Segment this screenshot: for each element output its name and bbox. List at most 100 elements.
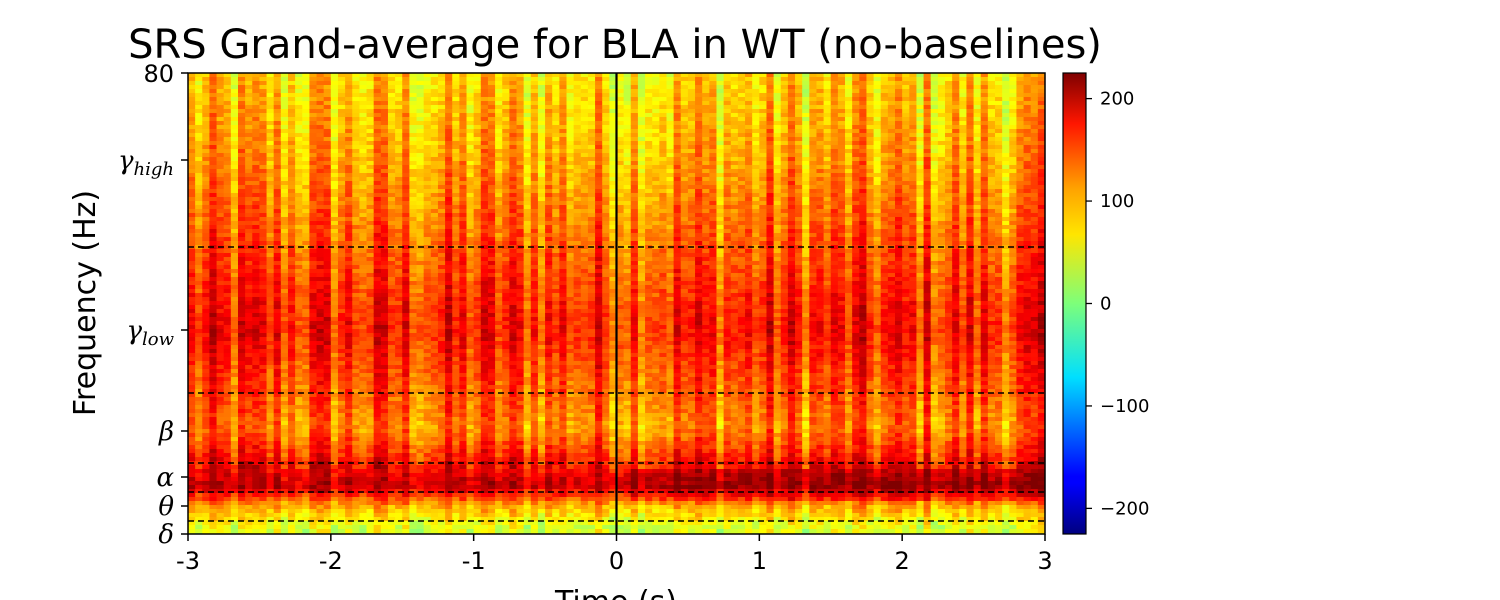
heatmap-cell [445,529,453,534]
heatmap-cell [445,113,453,118]
heatmap-cell [309,401,318,406]
heatmap-cell [252,489,261,494]
heatmap-cell [395,109,403,114]
heatmap-cell [323,529,332,534]
heatmap-cell [459,97,468,102]
heatmap-cell [195,513,203,518]
heatmap-cell [237,401,246,406]
heatmap-cell [387,285,396,290]
heatmap-cell [373,129,382,134]
heatmap-cell [266,409,275,414]
heatmap-cell [287,153,296,158]
heatmap-cell [237,165,246,170]
heatmap-cell [437,429,446,434]
heatmap-cell [487,165,496,170]
heatmap-cell [366,169,375,174]
heatmap-cell [202,337,211,342]
heatmap-cell [480,425,489,430]
heatmap-cell [359,89,368,94]
heatmap-cell [459,145,468,150]
heatmap-cell [323,521,332,526]
heatmap-cell [223,465,232,470]
heatmap-cell [323,489,332,494]
heatmap-cell [330,465,339,470]
heatmap-cell [323,325,332,330]
heatmap-cell [395,133,403,138]
heatmap-cell [487,369,496,374]
heatmap-cell [280,289,289,294]
heatmap-cell [202,469,211,474]
heatmap-cell [473,357,482,362]
heatmap-cell [202,253,211,258]
heatmap-cell [459,105,468,110]
heatmap-cell [387,221,396,226]
heatmap-cell [466,477,475,482]
heatmap-cell [316,73,325,78]
heatmap-cell [380,441,389,446]
heatmap-cell [352,329,360,334]
heatmap-cell [480,193,489,198]
heatmap-cell [480,213,489,218]
heatmap-cell [373,73,382,78]
heatmap-cell [216,149,225,154]
heatmap-cell [309,145,318,150]
heatmap-cell [459,501,468,506]
heatmap-cell [423,173,432,178]
heatmap-cell [437,125,446,130]
heatmap-cell [445,397,453,402]
heatmap-cell [209,193,218,198]
heatmap-cell [223,97,232,102]
heatmap-cell [402,77,410,82]
heatmap-cell [466,497,475,502]
heatmap-cell [273,233,282,238]
heatmap-cell [330,369,339,374]
heatmap-cell [216,309,225,314]
heatmap-cell [402,309,410,314]
heatmap-cell [452,121,460,126]
heatmap-cell [273,177,282,182]
heatmap-cell [480,121,489,126]
heatmap-cell [387,521,396,526]
heatmap-cell [302,257,311,262]
heatmap-cell [423,85,432,90]
heatmap-cell [437,217,446,222]
heatmap-cell [223,89,232,94]
heatmap-cell [337,365,346,370]
heatmap-cell [273,301,282,306]
heatmap-cell [380,289,389,294]
heatmap-cell [452,281,460,286]
heatmap-cell [473,421,482,426]
heatmap-cell [395,89,403,94]
heatmap-cell [216,353,225,358]
heatmap-cell [380,205,389,210]
heatmap-cell [280,413,289,418]
heatmap-cell [409,357,418,362]
heatmap-cell [466,221,475,226]
heatmap-cell [273,189,282,194]
heatmap-cell [188,233,196,238]
heatmap-cell [430,457,439,462]
heatmap-cell [266,85,275,90]
heatmap-cell [330,197,339,202]
heatmap-cell [259,453,268,458]
heatmap-cell [395,385,403,390]
heatmap-cell [366,213,375,218]
heatmap-cell [452,129,460,134]
heatmap-cell [252,133,261,138]
heatmap-cell [330,409,339,414]
heatmap-cell [345,209,353,214]
heatmap-cell [195,253,203,258]
heatmap-cell [266,205,275,210]
heatmap-cell [480,125,489,130]
heatmap-cell [273,489,282,494]
heatmap-cell [209,197,218,202]
heatmap-cell [387,85,396,90]
heatmap-cell [188,213,196,218]
heatmap-cell [309,369,318,374]
heatmap-cell [466,493,475,498]
heatmap-cell [380,493,389,498]
heatmap-cell [366,177,375,182]
heatmap-cell [195,257,203,262]
heatmap-cell [280,425,289,430]
heatmap-cell [402,485,410,490]
